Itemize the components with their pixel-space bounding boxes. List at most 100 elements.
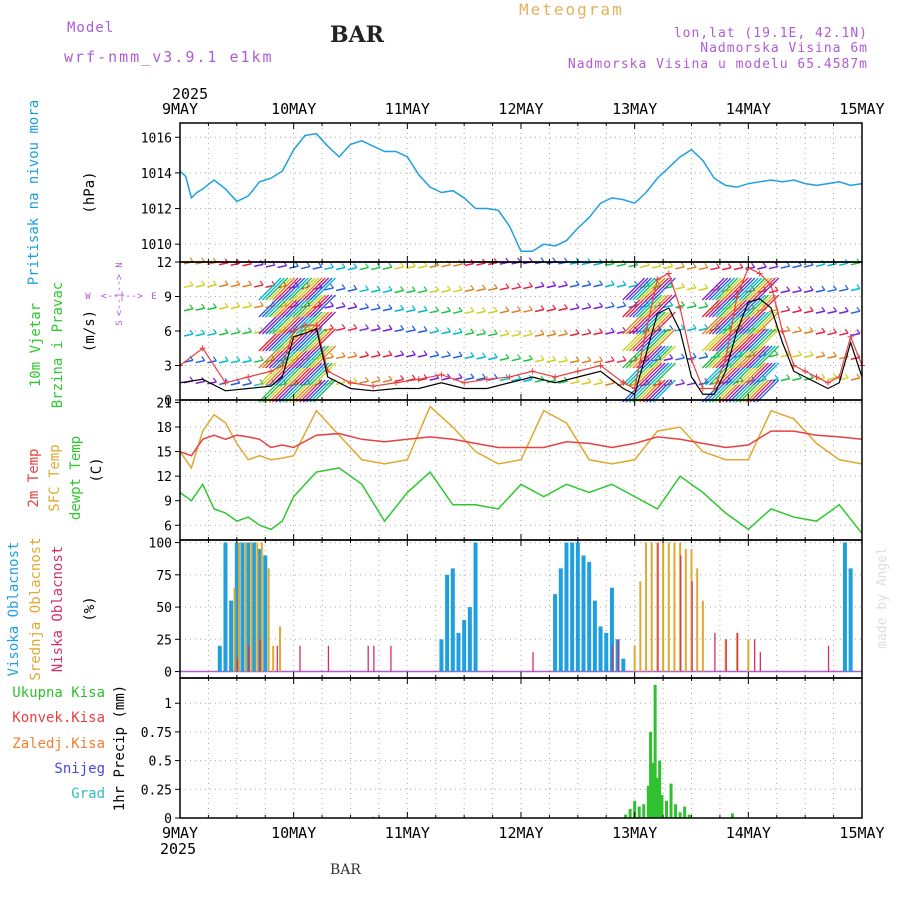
wind-barb — [803, 264, 814, 268]
wind-barb — [780, 354, 790, 358]
wind-barb — [464, 310, 474, 315]
credit-text: made by Angel — [875, 547, 890, 649]
wind-barb-flag — [786, 286, 791, 291]
wind-barb-flag — [376, 376, 381, 381]
wind-vector — [642, 328, 666, 352]
low-cloud-bar — [657, 542, 659, 672]
gust-marker — [677, 305, 684, 311]
wind-barb-flag — [411, 286, 416, 291]
y-tick-label: 1010 — [141, 238, 172, 253]
wind-barb — [757, 266, 767, 270]
wind-vector — [749, 345, 773, 369]
wind-barb — [312, 266, 322, 270]
wind-barb-flag — [329, 324, 334, 329]
mid-cloud-bar — [250, 542, 253, 672]
wind-vector — [742, 277, 766, 301]
wind-barb — [488, 310, 498, 314]
wind-barb — [558, 284, 568, 288]
low-cloud-bar — [714, 632, 716, 672]
wind-barb — [371, 327, 381, 332]
wind-barb-flag — [470, 306, 475, 312]
wind-barb — [254, 359, 264, 363]
wind-barb — [675, 357, 685, 361]
low-cloud-bar — [276, 645, 278, 672]
wind-vector — [306, 345, 330, 369]
high-cloud-bar — [240, 542, 245, 672]
wind-barb — [394, 308, 404, 312]
wind-barb-flag — [423, 286, 428, 291]
wind-barb — [476, 262, 486, 266]
model-label: Model — [67, 20, 115, 36]
wind-barb-flag — [400, 286, 405, 291]
wind-vector — [718, 277, 742, 301]
wind-barb — [382, 379, 393, 383]
wind-barb-flag — [435, 350, 440, 356]
wind-barb-flag — [680, 282, 685, 288]
wind-barb-flag — [669, 324, 674, 330]
wind-barb-flag — [833, 328, 837, 333]
wind-vector — [705, 277, 729, 301]
low-cloud-bar — [299, 645, 301, 672]
wind-barb-flag — [692, 283, 697, 289]
high-cloud-bar — [621, 658, 626, 672]
wind-barb — [218, 283, 229, 288]
pressure-line — [179, 132, 863, 253]
wind-barb-flag — [528, 257, 533, 263]
wind-barb — [581, 381, 591, 385]
wind-barb-flag — [212, 328, 217, 334]
temp-axis-title-2: SFC Temp — [47, 444, 63, 511]
wind-barb — [558, 307, 568, 312]
wind-vector — [309, 379, 333, 403]
high-cloud-bar — [558, 568, 563, 672]
mid-cloud-bar — [662, 542, 665, 672]
wind-vector — [649, 362, 673, 386]
wind-barb-flag — [704, 283, 709, 289]
low-cloud-bar — [532, 652, 534, 672]
wind-vector — [306, 379, 330, 403]
y-tick-label: 0.5 — [149, 755, 172, 770]
wind-barb-flag — [458, 327, 463, 333]
wind-barb — [792, 264, 802, 269]
wind-vector — [642, 379, 666, 403]
wind-barb-flag — [493, 329, 498, 335]
wind-barb — [452, 331, 463, 335]
wind-vector — [649, 311, 673, 335]
wind-barb-flag — [844, 306, 849, 312]
wind-barb — [230, 305, 240, 310]
wind-vector — [622, 277, 646, 301]
wind-barb-flag — [365, 303, 369, 308]
wind-barb — [523, 285, 533, 290]
wind-barb — [464, 332, 474, 336]
wind-barb-flag — [809, 350, 814, 356]
wind-vector — [646, 345, 669, 369]
low-cloud-bar — [725, 639, 727, 672]
wind-barb-flag — [821, 285, 826, 291]
wind-barb — [406, 329, 416, 333]
y-tick-label: 9 — [164, 495, 172, 510]
wind-barb — [207, 332, 217, 337]
wind-vector — [752, 345, 776, 369]
y-tick-label: 12 — [156, 256, 172, 271]
wind-barb — [195, 380, 205, 385]
wind-barb-flag — [786, 305, 791, 311]
wind-vector — [299, 362, 323, 386]
compass-n-label: N — [115, 262, 125, 267]
wind-barb — [803, 310, 814, 314]
wind-barb-flag — [212, 303, 217, 308]
wind-barb-flag — [505, 374, 510, 379]
temp-axis-title-3: dewpt Temp — [68, 436, 84, 520]
wind-barb-flag — [505, 329, 510, 335]
wind-barb — [429, 377, 439, 381]
wind-vector — [642, 362, 666, 386]
wind-barb-flag — [423, 326, 428, 331]
wind-barb — [792, 330, 802, 334]
wind-barb-flag — [669, 354, 674, 359]
y-tick-label: 6 — [164, 519, 172, 534]
wind-barb-flag — [493, 373, 498, 379]
wind-barb-flag — [704, 301, 709, 307]
low-cloud-bar — [327, 645, 330, 672]
wind-barb-flag — [482, 328, 486, 334]
total-precip-bar — [678, 812, 682, 818]
y-tick-label: 50 — [156, 601, 172, 616]
wind-barb — [335, 355, 346, 360]
